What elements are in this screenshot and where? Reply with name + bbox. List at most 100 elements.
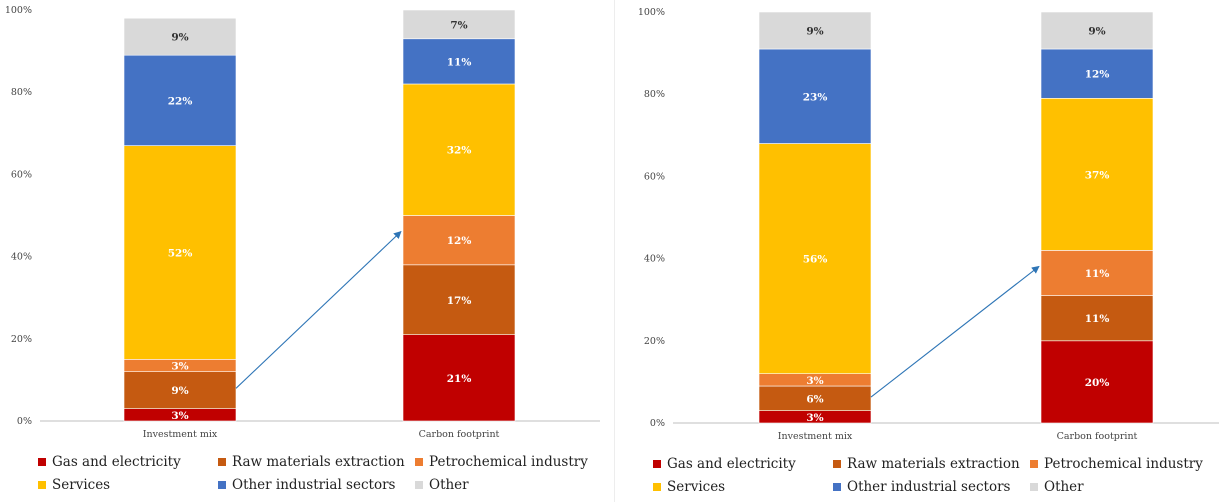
data-label: 11% <box>1085 268 1110 280</box>
data-label: 56% <box>803 254 828 266</box>
legend-item: Gas and electricity <box>653 456 796 472</box>
data-label: 12% <box>1085 69 1110 81</box>
legend-swatch <box>38 481 46 489</box>
bar-segment-other <box>402 9 516 40</box>
data-label: 17% <box>447 295 472 307</box>
y-tick-label: 100% <box>5 5 32 16</box>
legend-item: Other industrial sectors <box>833 479 1010 495</box>
legend-item: Gas and electricity <box>38 454 181 470</box>
legend-label: Services <box>667 479 726 495</box>
y-tick-label: 40% <box>11 252 32 263</box>
legend-swatch <box>415 458 423 466</box>
data-label: 11% <box>447 56 472 68</box>
bar-segment-other-industrial-sectors <box>402 38 516 85</box>
bar-segment-services <box>758 143 872 374</box>
category-label: Carbon footprint <box>1057 431 1138 442</box>
bar-segment-services <box>123 145 237 360</box>
category-label: Carbon footprint <box>419 429 500 440</box>
legend-swatch <box>653 483 661 491</box>
category-label: Investment mix <box>143 429 218 440</box>
legend-item: Raw materials extraction <box>218 454 405 470</box>
data-label: 3% <box>806 375 823 387</box>
legend-swatch <box>218 458 226 466</box>
bar-segment-raw-materials-extraction <box>402 264 516 335</box>
legend-label: Other <box>1044 479 1084 495</box>
legend-swatch <box>833 483 841 491</box>
y-tick-label: 80% <box>11 87 32 98</box>
data-label: 9% <box>171 385 188 397</box>
y-tick-label: 100% <box>638 7 665 18</box>
legend-label: Gas and electricity <box>52 454 181 470</box>
legend-left: Gas and electricity Raw materials extract… <box>0 450 615 498</box>
legend-label: Raw materials extraction <box>847 456 1020 472</box>
legend-item: Other <box>1030 479 1084 495</box>
data-label: 3% <box>171 361 188 373</box>
legend-swatch <box>38 458 46 466</box>
legend-swatch <box>1030 483 1038 491</box>
data-label: 20% <box>1085 377 1110 389</box>
y-tick-label: 80% <box>644 89 665 100</box>
chart-panel-right: 0% 20% 40% 60% 80% 100% 3% 6% 3% 56% 23% 9% Investme… <box>615 0 1230 502</box>
bar-segment-petrochemical-industry <box>402 215 516 266</box>
bar-segment-other-industrial-sectors <box>123 54 237 146</box>
y-tick-label: 0% <box>17 416 32 427</box>
data-label: 52% <box>168 247 193 259</box>
bar-segment-gas-and-electricity <box>402 334 516 422</box>
data-label: 3% <box>171 410 188 422</box>
legend-swatch <box>653 460 661 468</box>
legend-label: Other <box>429 477 469 493</box>
panel-divider <box>614 0 615 502</box>
data-label: 9% <box>171 32 188 44</box>
y-tick-label: 20% <box>644 336 665 347</box>
y-tick-label: 20% <box>11 334 32 345</box>
legend-label: Gas and electricity <box>667 456 796 472</box>
comparison-arrow <box>235 230 402 389</box>
y-tick-label: 40% <box>644 254 665 265</box>
data-label: 11% <box>1085 313 1110 325</box>
legend-item: Services <box>653 479 725 495</box>
legend-item: Petrochemical industry <box>415 454 588 470</box>
data-label: 9% <box>1088 25 1105 37</box>
bar-segment-other <box>758 11 872 50</box>
comparison-arrow <box>870 265 1040 398</box>
data-label: 6% <box>806 393 823 405</box>
legend-label: Other industrial sectors <box>232 477 396 493</box>
chart-panel-left: 0% 20% 40% 60% 80% 100% 3% 9% 3% 52% 22% 9% Investme… <box>0 5 615 498</box>
data-label: 21% <box>447 373 472 385</box>
legend-item: Other <box>415 477 469 493</box>
data-label: 32% <box>447 145 472 157</box>
legend-swatch <box>1030 460 1038 468</box>
data-label: 9% <box>806 25 823 37</box>
legend-swatch <box>833 460 841 468</box>
legend-item: Services <box>38 477 110 493</box>
legend-label: Petrochemical industry <box>429 454 588 470</box>
legend-item: Raw materials extraction <box>833 456 1020 472</box>
legend-label: Petrochemical industry <box>1044 456 1203 472</box>
legend-label: Other industrial sectors <box>847 479 1011 495</box>
bar-segment-raw-materials-extraction <box>1040 295 1154 342</box>
data-label: 12% <box>447 235 472 247</box>
data-label: 23% <box>803 91 828 103</box>
bar-segment-services <box>402 83 516 216</box>
legend-swatch <box>218 481 226 489</box>
data-label: 3% <box>806 412 823 424</box>
y-tick-label: 60% <box>644 171 665 182</box>
legend-item: Petrochemical industry <box>1030 456 1203 472</box>
data-label: 22% <box>168 95 193 107</box>
legend-swatch <box>415 481 423 489</box>
bar-segment-services <box>1040 98 1154 251</box>
legend-item: Other industrial sectors <box>218 477 395 493</box>
data-label: 37% <box>1085 169 1110 181</box>
stacked-bar-chart-right: 0% 20% 40% 60% 80% 100% 3% 6% 3% 56% 23% 9% Investme… <box>638 7 1219 442</box>
legend-label: Services <box>52 477 111 493</box>
data-label: 7% <box>450 19 467 31</box>
legend-label: Raw materials extraction <box>232 454 405 470</box>
bar-segment-other <box>1040 11 1154 50</box>
y-tick-label: 0% <box>650 418 665 429</box>
bar-segment-gas-and-electricity <box>1040 340 1154 424</box>
bar-segment-raw-materials-extraction <box>123 371 237 409</box>
stacked-bar-chart-left: 0% 20% 40% 60% 80% 100% 3% 9% 3% 52% 22% 9% Investme… <box>5 5 600 440</box>
legend-right: Gas and electricity Raw materials extract… <box>615 452 1230 500</box>
bar-segment-raw-materials-extraction <box>758 385 872 411</box>
y-tick-label: 60% <box>11 169 32 180</box>
